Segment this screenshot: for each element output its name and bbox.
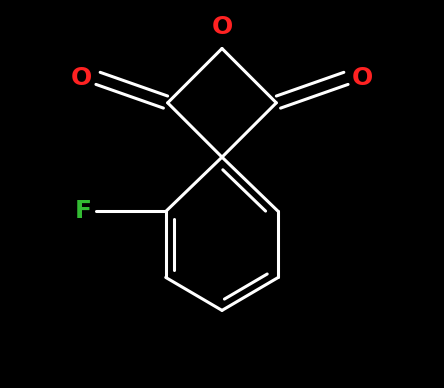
Text: O: O — [352, 66, 373, 90]
Text: F: F — [75, 199, 92, 223]
Text: O: O — [71, 66, 92, 90]
Text: O: O — [211, 15, 233, 39]
